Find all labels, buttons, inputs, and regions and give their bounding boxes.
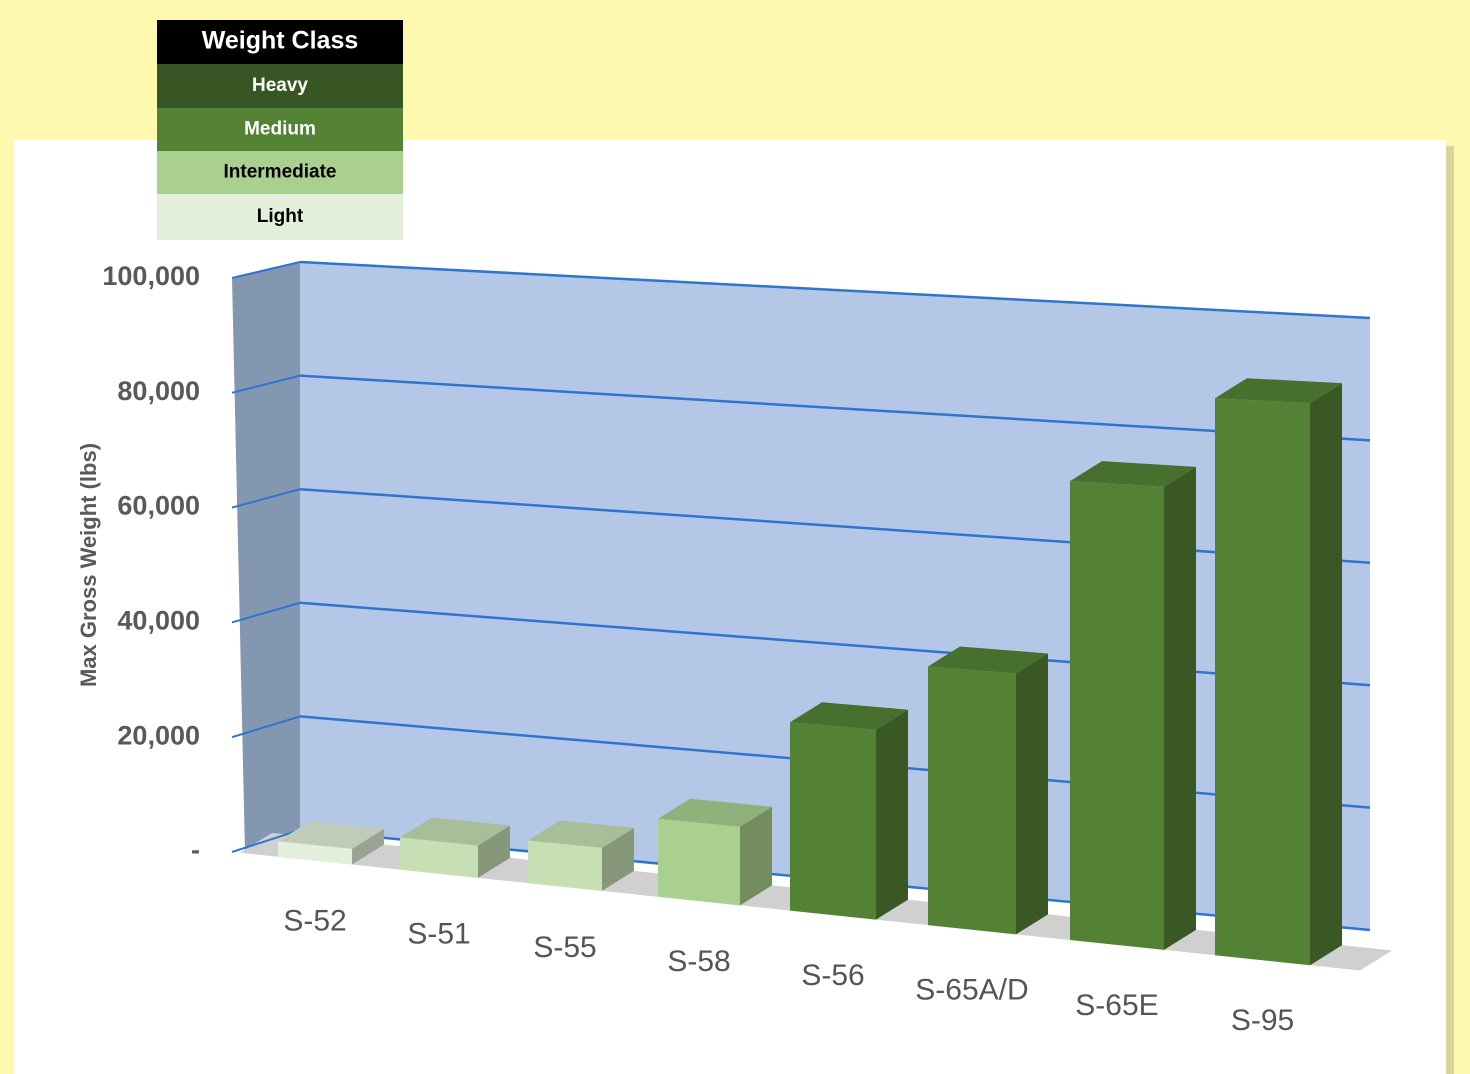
- bar-top: [278, 821, 384, 849]
- x-tick-label: S-55: [533, 931, 596, 964]
- legend: Weight Class Heavy Medium Intermediate Ligh…: [157, 20, 403, 240]
- bar-side: [876, 709, 908, 920]
- bar-side: [352, 828, 384, 865]
- panel-shadow: [1446, 146, 1454, 1074]
- y-tick-label: 60,000: [117, 491, 200, 521]
- grid-line-side: [231, 488, 301, 509]
- bar-side: [478, 825, 510, 878]
- y-tick-label: 20,000: [117, 720, 200, 750]
- grid-line-side: [231, 601, 301, 624]
- bar: [528, 840, 602, 891]
- bar-side: [740, 806, 772, 906]
- legend-swatch: [157, 151, 403, 194]
- grid-line-side: [231, 261, 301, 279]
- legend-swatch: [157, 194, 403, 240]
- y-tick-label: -: [191, 835, 200, 865]
- side-wall: [232, 262, 300, 854]
- x-tick-label: S-58: [667, 945, 730, 978]
- bar: [658, 818, 740, 906]
- grid-line-side: [231, 715, 301, 739]
- y-axis-title: Max Gross Weight (lbs): [76, 443, 101, 687]
- legend-title: Weight Class: [202, 27, 359, 55]
- y-tick-label: 100,000: [102, 261, 200, 291]
- bar-top: [1070, 461, 1196, 487]
- legend-label: Heavy: [252, 75, 308, 96]
- bar: [928, 666, 1016, 935]
- grid-line-side: [231, 829, 301, 853]
- x-tick-label: S-52: [283, 905, 346, 938]
- bar-side: [1016, 653, 1048, 935]
- bar: [1215, 398, 1310, 966]
- x-tick-label: S-65E: [1075, 989, 1158, 1022]
- bar-top: [1215, 378, 1342, 404]
- x-tick-label: S-51: [407, 918, 470, 951]
- bar-top: [528, 820, 634, 848]
- grid-line-side: [231, 374, 301, 394]
- x-tick-label: S-56: [801, 959, 864, 992]
- legend-swatch: [157, 64, 403, 108]
- bar-side: [1310, 383, 1342, 966]
- legend-swatch: [157, 108, 403, 151]
- grid-line: [299, 374, 1371, 442]
- legend-label: Light: [257, 206, 304, 227]
- bar-side: [602, 827, 634, 891]
- y-tick-label: 80,000: [117, 376, 200, 406]
- bar: [1070, 481, 1164, 950]
- bar-side: [1164, 466, 1196, 950]
- x-tick-label: S-95: [1231, 1004, 1294, 1037]
- bar-top: [928, 646, 1048, 674]
- y-tick-label: 40,000: [117, 606, 200, 636]
- bar: [400, 837, 478, 878]
- bar: [278, 841, 352, 865]
- legend-label: Intermediate: [224, 162, 337, 183]
- legend-header: [157, 20, 403, 64]
- x-tick-label: S-65A/D: [915, 974, 1028, 1007]
- bar-top: [400, 817, 510, 846]
- grid-line: [299, 260, 1371, 320]
- bar: [790, 722, 876, 920]
- bar-top: [658, 798, 772, 827]
- legend-label: Medium: [244, 119, 316, 140]
- bar-top: [790, 702, 908, 730]
